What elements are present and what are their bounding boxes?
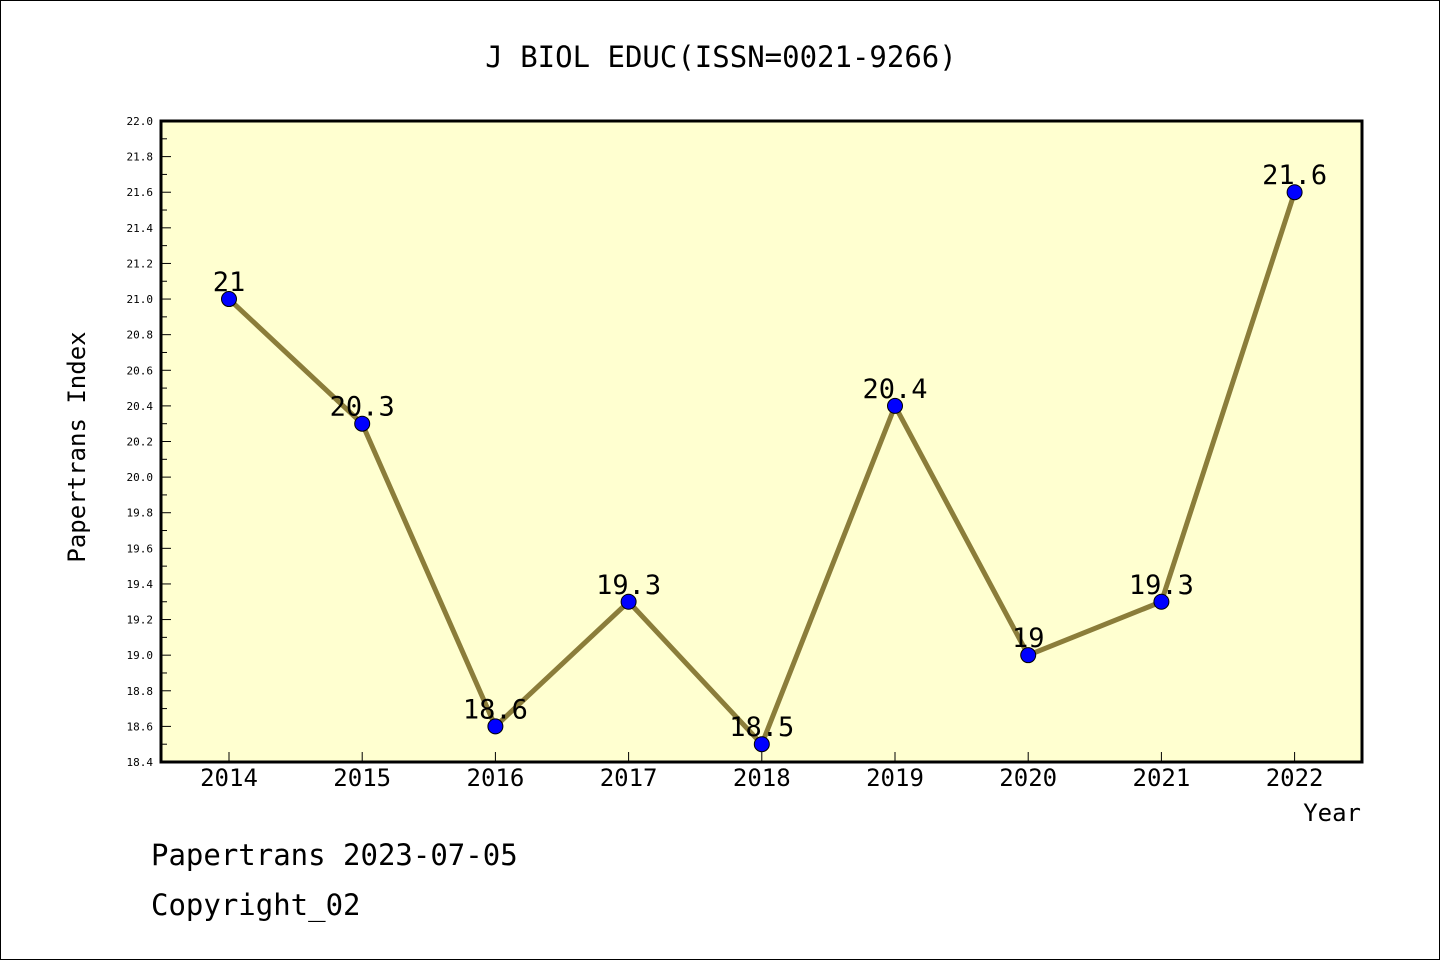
footer-copyright: Copyright_02 [151, 888, 361, 923]
data-point [1020, 647, 1037, 664]
data-point [620, 593, 637, 610]
x-axis-title: Year [1303, 799, 1361, 827]
y-tick-label: 18.8 [127, 685, 154, 698]
y-tick-label: 21.4 [127, 222, 154, 235]
y-tick-label: 18.4 [127, 756, 154, 769]
plot-area [159, 119, 1364, 764]
data-label: 20.3 [330, 392, 395, 423]
data-point [354, 415, 371, 432]
y-tick-label: 20.4 [127, 400, 154, 413]
y-tick-label: 21.8 [127, 151, 154, 164]
data-label: 21.6 [1262, 160, 1327, 191]
y-tick-label: 19.6 [127, 542, 154, 555]
x-tick-label: 2017 [600, 764, 658, 792]
y-tick-label: 19.4 [127, 578, 154, 591]
data-label: 19.3 [596, 570, 661, 601]
x-tick-label: 2018 [733, 764, 791, 792]
data-point [487, 718, 504, 735]
y-axis: 18.4 18.6 18.8 19.0 19.2 19.4 19.6 19.8 20.0 20.2… [127, 115, 171, 769]
x-tick-label: 2015 [333, 764, 391, 792]
data-label: 18.6 [463, 694, 528, 725]
footer-date: Papertrans 2023-07-05 [151, 838, 518, 872]
data-label: 18.5 [729, 712, 794, 743]
y-tick-label: 19.8 [127, 507, 154, 520]
y-tick-label: 21.0 [127, 293, 154, 306]
data-label: 19 [1012, 623, 1045, 654]
x-tick-label: 2022 [1266, 764, 1324, 792]
x-tick-label: 2016 [467, 764, 525, 792]
x-axis: 2014 2015 2016 2017 2018 2019 2020 2021 2022 [200, 752, 1323, 792]
y-tick-label: 21.6 [127, 186, 154, 199]
y-tick-label: 20.2 [127, 436, 154, 449]
y-axis-title: Papertrans Index [63, 331, 91, 562]
y-tick-label: 20.0 [127, 471, 154, 484]
data-point [887, 397, 903, 414]
data-point [221, 291, 237, 308]
y-tick-label: 19.0 [127, 649, 154, 662]
y-tick-label: 21.2 [127, 257, 154, 270]
x-tick-label: 2019 [866, 764, 924, 792]
data-point [1286, 184, 1303, 201]
data-point [1153, 593, 1170, 610]
chart-title: J BIOL EDUC(ISSN=0021-9266) [485, 40, 956, 74]
y-tick-label: 22.0 [127, 115, 154, 128]
data-point [753, 736, 770, 753]
data-labels: 21 20.3 18.6 19.3 18.5 20.4 19 19.3 21.6 [213, 160, 1327, 743]
y-tick-label: 20.6 [127, 364, 154, 377]
y-tick-label: 20.8 [127, 329, 154, 342]
y-tick-label: 18.6 [127, 720, 154, 733]
x-tick-label: 2020 [999, 764, 1057, 792]
y-tick-label: 19.2 [127, 614, 154, 627]
data-label: 20.4 [862, 374, 927, 405]
x-tick-label: 2021 [1133, 764, 1191, 792]
data-label: 21 [213, 267, 246, 298]
x-tick-label: 2014 [200, 764, 258, 792]
data-points [221, 184, 1303, 753]
data-label: 19.3 [1129, 570, 1194, 601]
